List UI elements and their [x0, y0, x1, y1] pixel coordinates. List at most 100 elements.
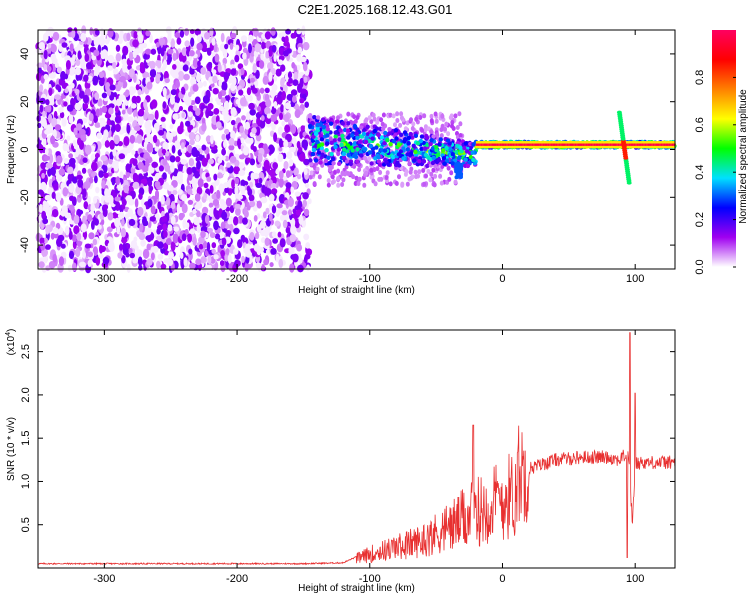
spectrogram-noise-cell: [50, 53, 57, 61]
spectrogram-signal-cell: [359, 125, 364, 130]
spectrogram-noise-cell: [178, 212, 184, 221]
spectrogram-noise-cell: [287, 71, 293, 79]
spectrogram-noise-cell: [52, 253, 57, 263]
spectrogram-noise-cell: [66, 135, 71, 141]
spectrogram-halo-cell: [420, 127, 424, 133]
spectrogram-noise-cell: [304, 182, 310, 188]
spectrogram-signal-cell: [407, 161, 412, 166]
spectrogram-noise-cell: [189, 139, 195, 146]
spectrogram-noise-cell: [84, 243, 92, 249]
spectrogram-noise-cell: [129, 142, 134, 150]
spectrogram-noise-cell: [278, 146, 283, 152]
spectrogram-noise-cell: [56, 237, 63, 247]
spectrogram-noise-cell: [233, 216, 239, 226]
spectrogram-noise-cell: [101, 105, 108, 113]
spectrogram-noise-cell: [233, 140, 239, 147]
spectrogram-noise-cell: [72, 176, 78, 184]
spectrogram-noise-cell: [149, 216, 156, 222]
spectrogram-noise-cell: [177, 163, 183, 172]
spectrogram-noise-cell: [270, 248, 277, 255]
spectrogram-noise-cell: [275, 68, 282, 77]
spectrogram-noise-cell: [84, 53, 90, 62]
spectrogram-noise-cell: [205, 264, 212, 270]
spectrogram-noise-cell: [195, 156, 201, 162]
spectrogram-noise-cell: [253, 27, 259, 37]
spectrogram-halo-cell: [329, 164, 334, 170]
spectrogram-noise-cell: [189, 124, 194, 130]
spectrogram-noise-cell: [277, 153, 284, 162]
spectrogram-noise-cell: [136, 134, 143, 144]
spectrogram-noise-cell: [177, 189, 183, 195]
spectrogram-noise-cell: [115, 123, 121, 132]
spectrogram-noise-cell: [176, 37, 182, 45]
spectrogram-noise-cell: [45, 224, 50, 235]
spectrogram-noise-cell: [198, 236, 205, 244]
spectrogram-noise-cell: [229, 205, 235, 214]
spectrogram-noise-cell: [262, 211, 267, 219]
spectrogram-halo-cell: [375, 119, 380, 125]
spectrogram-noise-cell: [283, 139, 289, 148]
spectrogram-noise-cell: [251, 127, 257, 134]
spectrogram-noise-cell: [203, 182, 209, 189]
spectrogram-noise-cell: [298, 153, 306, 162]
spectrogram-noise-cell: [240, 67, 245, 76]
spectrogram-noise-cell: [175, 140, 181, 150]
spectrogram-noise-cell: [189, 262, 196, 270]
spectrogram-noise-cell: [180, 159, 188, 165]
spectrogram-noise-cell: [60, 243, 66, 249]
spectrogram-noise-cell: [59, 197, 64, 206]
spectrogram-noise-cell: [121, 109, 126, 115]
spectrogram-noise-cell: [249, 181, 253, 188]
spectrogram-halo-cell: [352, 114, 357, 120]
spectrogram-noise-cell: [116, 151, 120, 160]
spectrogram-noise-cell: [81, 167, 87, 174]
spectrogram-noise-cell: [290, 89, 298, 96]
spectrogram-noise-cell: [167, 33, 172, 44]
spectrogram-noise-cell: [268, 194, 275, 202]
spectrogram-noise-cell: [58, 228, 63, 235]
spectrogram-noise-cell: [99, 244, 103, 254]
spectrogram-noise-cell: [184, 40, 190, 47]
spectrogram-noise-cell: [284, 124, 291, 133]
spectrogram-noise-cell: [119, 171, 124, 180]
spectrogram-noise-cell: [179, 121, 184, 131]
spectrogram-signal-cell: [328, 121, 334, 126]
spectrogram-noise-cell: [208, 202, 214, 208]
spectrogram-noise-cell: [98, 98, 103, 106]
spectrogram-noise-cell: [255, 69, 260, 79]
spectrogram-noise-cell: [285, 182, 292, 189]
spectrogram-noise-cell: [248, 194, 255, 202]
spectrogram-noise-cell: [121, 58, 128, 65]
spectrogram-noise-cell: [269, 89, 275, 97]
spectrogram-signal-cell: [333, 134, 338, 139]
spectrogram-halo-cell: [363, 155, 368, 161]
spectrogram-noise-cell: [265, 50, 269, 59]
spectrogram-halo-cell: [409, 166, 414, 172]
spectrogram-noise-cell: [160, 263, 167, 270]
spectrogram-noise-cell: [261, 41, 266, 50]
spectrogram-noise-cell: [39, 257, 45, 263]
spectrogram-noise-cell: [197, 60, 201, 67]
spectrogram-noise-cell: [212, 75, 218, 84]
spectrogram-noise-cell: [61, 42, 68, 48]
spectrogram-noise-cell: [190, 77, 197, 86]
spectrogram-noise-cell: [213, 173, 218, 181]
spectrogram-noise-cell: [55, 155, 63, 164]
spectrogram-halo-cell: [357, 167, 362, 172]
spectrogram-noise-cell: [227, 253, 232, 264]
spectrogram-noise-cell: [50, 166, 56, 176]
spectrogram-signal-cell: [344, 159, 350, 164]
spectrogram-noise-cell: [68, 204, 75, 211]
spectrogram-noise-cell: [289, 101, 296, 108]
spectrogram-noise-cell: [140, 239, 146, 247]
spectrogram-noise-cell: [113, 162, 119, 172]
spectrogram-noise-cell: [160, 47, 165, 57]
spectrogram-noise-cell: [195, 258, 202, 266]
spectrogram-noise-cell: [108, 103, 115, 109]
page-title: C2E1.2025.168.12.43.G01: [297, 2, 453, 17]
spectrogram-noise-cell: [98, 170, 104, 178]
spectrogram-noise-cell: [147, 134, 153, 143]
spectrogram-noise-cell: [280, 104, 284, 113]
spectrogram-noise-cell: [196, 42, 203, 51]
spectrogram-noise-cell: [280, 64, 286, 72]
